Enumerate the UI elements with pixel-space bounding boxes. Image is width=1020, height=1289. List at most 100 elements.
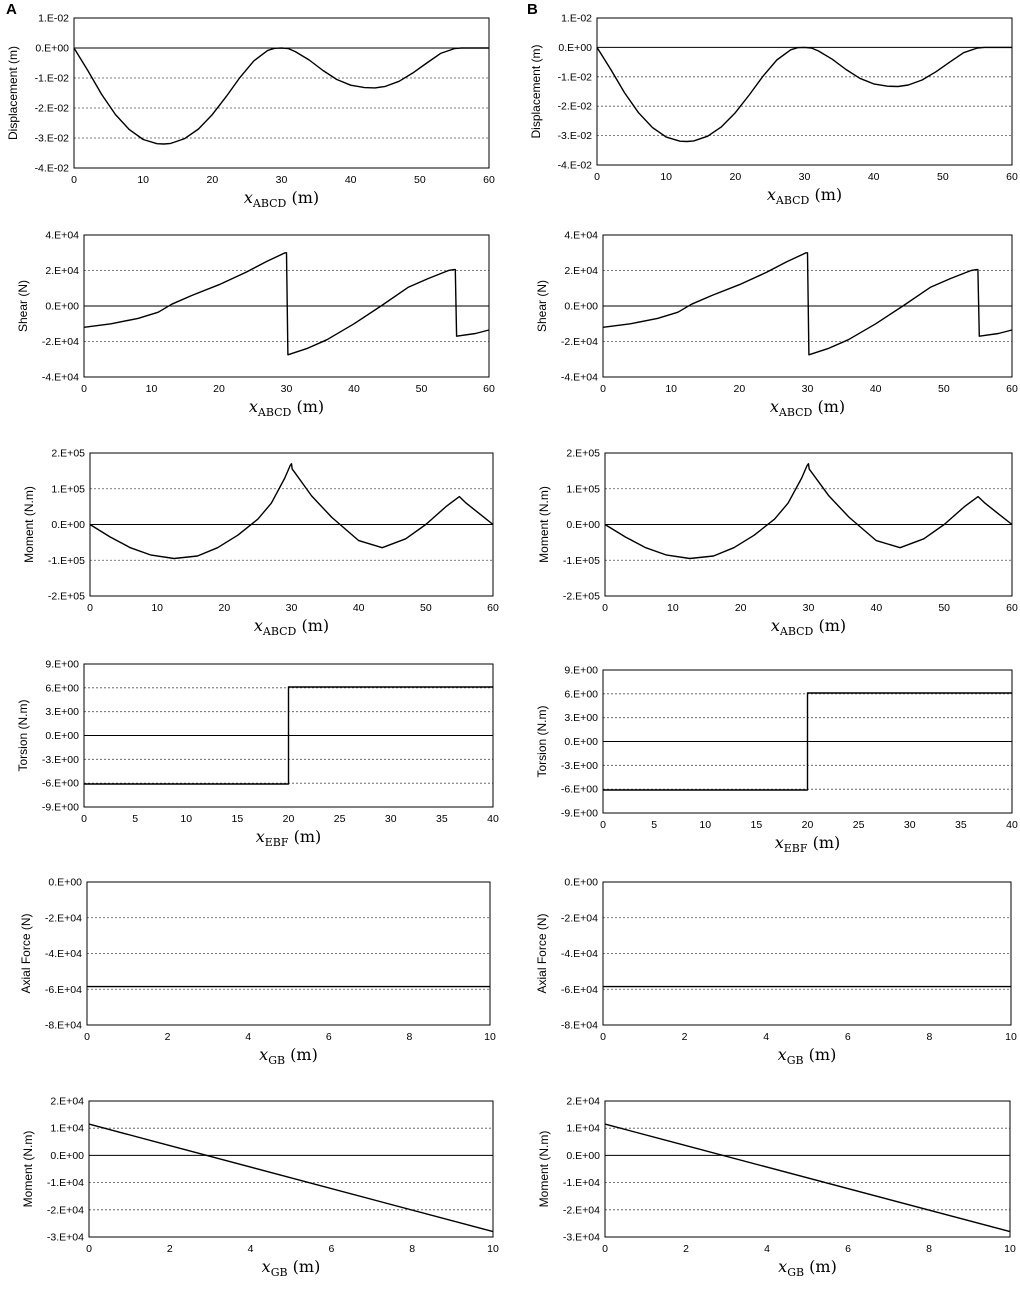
x-axis-unit: (m) xyxy=(288,1257,321,1276)
x-tick-label: 0 xyxy=(71,174,77,186)
plot-area xyxy=(88,1100,494,1238)
x-tick-label: 2 xyxy=(682,1031,688,1043)
y-tick-label: 6.E+00 xyxy=(564,688,598,700)
x-axis-subscript: ABCD xyxy=(778,406,813,419)
y-tick-label: 1.E+04 xyxy=(50,1123,84,1135)
x-axis-unit: (m) xyxy=(291,397,324,416)
y-tick-label: -2.E+04 xyxy=(47,1204,84,1216)
y-tick-label: 0.E+00 xyxy=(566,519,600,531)
x-tick-label: 30 xyxy=(799,171,811,183)
x-tick-label: 30 xyxy=(802,383,814,395)
x-axis-unit: (m) xyxy=(296,616,329,635)
series-line-torsion xyxy=(603,692,1012,791)
chart-shear: 4.E+04 2.E+04 0.E+00 -2.E+04 -4.E+040 10 20 30 4… xyxy=(535,230,1018,420)
x-axis-label: xABCD (m) xyxy=(771,616,846,638)
panel-letter: A xyxy=(6,1,17,18)
y-axis-label: Moment (N.m) xyxy=(22,486,36,563)
y-tick-label: 0.E+00 xyxy=(45,301,79,313)
x-tick-label: 10 xyxy=(484,1031,496,1043)
y-tick-label: 2.E+04 xyxy=(566,1096,600,1108)
y-tick-label: -6.E+04 xyxy=(561,984,598,996)
y-tick-label: -2.E+04 xyxy=(42,336,79,348)
x-tick-label: 10 xyxy=(1005,1031,1017,1043)
x-tick-label: 30 xyxy=(281,383,293,395)
y-axis-label: Displacement (m) xyxy=(529,44,543,138)
chart-torsion: 9.E+00 6.E+00 3.E+00 0.E+00 -3.E+00 -6.E+00 -9… xyxy=(535,665,1018,856)
x-axis-var: x xyxy=(244,188,253,207)
x-tick-label: 25 xyxy=(853,819,865,831)
y-axis-label: Moment (N.m) xyxy=(537,1131,551,1208)
y-tick-label: -8.E+04 xyxy=(561,1020,598,1032)
x-axis-subscript: EBF xyxy=(265,836,289,849)
x-tick-label: 50 xyxy=(416,383,428,395)
panel-b: B 1.E-02 0.E+00 -1.E-02 -2.E-02 -3.E-02 -4.E-0… xyxy=(527,1,1018,1279)
x-axis-label: xGB (m) xyxy=(778,1257,837,1279)
x-tick-label: 10 xyxy=(1004,1243,1016,1255)
x-tick-label: 0 xyxy=(81,383,87,395)
x-axis-unit: (m) xyxy=(804,1045,837,1064)
chart-moment: 2.E+05 1.E+05 0.E+00 -1.E+05 -2.E+050 10 20 30 4… xyxy=(537,448,1018,639)
series-line-torsion xyxy=(84,686,493,785)
y-tick-label: -9.E+00 xyxy=(42,802,79,814)
x-axis-unit: (m) xyxy=(286,188,319,207)
panel-a: A 1.E-02 0.E+00 -1.E-02 -2.E-02 -3.E-02 -4.E-0… xyxy=(6,1,499,1279)
x-tick-label: 20 xyxy=(218,602,230,614)
x-tick-label: 8 xyxy=(926,1031,932,1043)
plot-area xyxy=(602,234,1013,378)
y-tick-label: -4.E+04 xyxy=(42,372,79,384)
plot-area xyxy=(73,17,490,169)
x-tick-label: 8 xyxy=(406,1031,412,1043)
chart-displacement: 1.E-02 0.E+00 -1.E-02 -2.E-02 -3.E-02 -4.E-02… xyxy=(6,13,495,211)
x-tick-label: 15 xyxy=(751,819,763,831)
y-tick-label: 3.E+00 xyxy=(45,706,79,718)
x-tick-label: 35 xyxy=(955,819,967,831)
x-tick-label: 0 xyxy=(87,602,93,614)
x-axis-var: x xyxy=(259,1045,268,1064)
y-tick-label: -9.E+00 xyxy=(561,808,598,820)
x-axis-label: xEBF (m) xyxy=(256,827,322,849)
x-tick-label: 4 xyxy=(764,1243,770,1255)
y-tick-label: -3.E+04 xyxy=(563,1232,600,1244)
x-axis-subscript: ABCD xyxy=(262,625,297,638)
x-tick-label: 30 xyxy=(904,819,916,831)
y-tick-label: -2.E+04 xyxy=(563,1204,600,1216)
panel-letter: B xyxy=(527,1,538,18)
x-axis-label: xABCD (m) xyxy=(249,397,324,419)
y-tick-label: 0.E+00 xyxy=(45,730,79,742)
y-tick-label: 0.E+00 xyxy=(564,877,598,889)
y-tick-label: -6.E+04 xyxy=(45,984,82,996)
series-line-displacement xyxy=(596,46,1012,143)
y-tick-label: -2.E+04 xyxy=(561,912,598,924)
y-tick-label: -2.E+05 xyxy=(48,591,85,603)
x-axis-subscript: ABCD xyxy=(252,197,287,210)
x-axis-var: x xyxy=(771,616,780,635)
x-axis-var: x xyxy=(249,397,258,416)
x-tick-label: 4 xyxy=(763,1031,769,1043)
y-tick-label: -1.E+04 xyxy=(47,1177,84,1189)
y-tick-label: 0.E+00 xyxy=(51,519,85,531)
x-tick-label: 6 xyxy=(845,1031,851,1043)
plot-area xyxy=(602,881,1012,1026)
x-tick-label: 20 xyxy=(802,819,814,831)
y-tick-label: -4.E+04 xyxy=(561,372,598,384)
y-tick-label: 0.E+00 xyxy=(50,1150,84,1162)
x-tick-label: 0 xyxy=(602,602,608,614)
y-tick-label: -2.E-02 xyxy=(35,103,70,115)
x-tick-label: 8 xyxy=(926,1243,932,1255)
x-tick-label: 0 xyxy=(600,1031,606,1043)
x-tick-label: 10 xyxy=(487,1243,499,1255)
y-tick-label: -1.E-02 xyxy=(35,73,70,85)
x-tick-label: 10 xyxy=(151,602,163,614)
x-axis-label: xGB (m) xyxy=(259,1045,318,1067)
x-axis-subscript: ABCD xyxy=(257,406,292,419)
y-tick-label: -2.E+05 xyxy=(563,591,600,603)
y-tick-label: 1.E+05 xyxy=(51,483,85,495)
chart-moment: 2.E+05 1.E+05 0.E+00 -1.E+05 -2.E+050 10 20 30 4… xyxy=(22,448,499,639)
x-tick-label: 40 xyxy=(348,383,360,395)
y-tick-label: 9.E+00 xyxy=(564,665,598,677)
x-axis-subscript: ABCD xyxy=(779,625,814,638)
y-tick-label: 4.E+04 xyxy=(564,230,598,242)
y-tick-label: -4.E+04 xyxy=(561,948,598,960)
x-tick-label: 50 xyxy=(938,602,950,614)
series-line-moment xyxy=(89,463,494,560)
